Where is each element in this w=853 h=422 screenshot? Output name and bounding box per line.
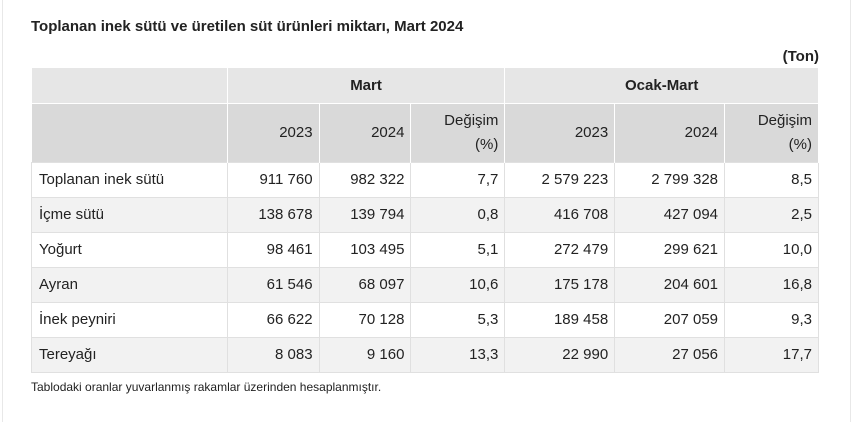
row-label: İçme sütü bbox=[31, 196, 228, 233]
table-row: Tereyağı 8 083 9 160 13,3 22 990 27 056 17,7 bbox=[31, 336, 819, 373]
table-cell: 10,0 bbox=[724, 231, 819, 268]
table-cell: 2,5 bbox=[724, 196, 819, 233]
table-cell: 189 458 bbox=[504, 301, 616, 338]
sub-header-cell: 2023 bbox=[227, 103, 320, 162]
table-cell: 8 083 bbox=[226, 336, 320, 373]
table-cell: 27 056 bbox=[614, 336, 726, 373]
table-cell: 7,7 bbox=[410, 161, 506, 198]
table-cell: 139 794 bbox=[318, 196, 412, 233]
table-cell: 98 461 bbox=[226, 231, 320, 268]
sub-header-cell: 2024 bbox=[319, 103, 412, 162]
table-cell: 61 546 bbox=[226, 266, 320, 303]
sub-header-row: 2023 2024 Değişim (%) 2023 2024 Değişim (%… bbox=[31, 103, 819, 162]
table-cell: 982 322 bbox=[318, 161, 412, 198]
table-cell: 204 601 bbox=[614, 266, 726, 303]
sub-header-cell: Değişim (%) bbox=[410, 103, 506, 162]
table-cell: 175 178 bbox=[504, 266, 616, 303]
table-cell: 5,3 bbox=[410, 301, 506, 338]
sub-header-cell: 2023 bbox=[504, 103, 616, 162]
group-header-row: Mart Ocak-Mart bbox=[31, 68, 819, 104]
table-cell: 0,8 bbox=[410, 196, 506, 233]
table-cell: 9 160 bbox=[318, 336, 412, 373]
table-row: İçme sütü 138 678 139 794 0,8 416 708 427 094… bbox=[31, 196, 819, 233]
row-label: İnek peyniri bbox=[31, 301, 228, 338]
data-table: Mart Ocak-Mart 2023 2024 Değişim (%) 2023… bbox=[31, 68, 819, 373]
table-title: Toplanan inek sütü ve üretilen süt ürünl… bbox=[31, 18, 464, 35]
table-cell: 16,8 bbox=[724, 266, 819, 303]
table-cell: 2 579 223 bbox=[504, 161, 616, 198]
table-cell: 66 622 bbox=[226, 301, 320, 338]
row-label: Ayran bbox=[31, 266, 228, 303]
table-cell: 5,1 bbox=[410, 231, 506, 268]
table-row: Ayran 61 546 68 097 10,6 175 178 204 601 16,8 bbox=[31, 266, 819, 303]
table-cell: 138 678 bbox=[226, 196, 320, 233]
row-label: Yoğurt bbox=[31, 231, 228, 268]
sub-header-cell: Değişim (%) bbox=[724, 103, 819, 162]
table-cell: 299 621 bbox=[614, 231, 726, 268]
table-cell: 911 760 bbox=[226, 161, 320, 198]
table-cell: 17,7 bbox=[724, 336, 819, 373]
sub-header-cell: 2024 bbox=[614, 103, 726, 162]
table-cell: 103 495 bbox=[318, 231, 412, 268]
table-cell: 68 097 bbox=[318, 266, 412, 303]
table-cell: 2 799 328 bbox=[614, 161, 726, 198]
row-label: Tereyağı bbox=[31, 336, 228, 373]
empty-header-cell bbox=[31, 103, 228, 162]
table-cell: 70 128 bbox=[318, 301, 412, 338]
footnote: Tablodaki oranlar yuvarlanmış rakamlar ü… bbox=[31, 380, 382, 394]
table-row: Yoğurt 98 461 103 495 5,1 272 479 299 621 10,0 bbox=[31, 231, 819, 268]
table-cell: 416 708 bbox=[504, 196, 616, 233]
group-header-mart: Mart bbox=[227, 68, 506, 104]
group-header-ocak-mart: Ocak-Mart bbox=[504, 68, 819, 104]
table-cell: 13,3 bbox=[410, 336, 506, 373]
table-row: İnek peyniri 66 622 70 128 5,3 189 458 207 05… bbox=[31, 301, 819, 338]
table-cell: 10,6 bbox=[410, 266, 506, 303]
table-row: Toplanan inek sütü 911 760 982 322 7,7 2 579… bbox=[31, 161, 819, 198]
empty-header-cell bbox=[31, 68, 228, 104]
table-cell: 8,5 bbox=[724, 161, 819, 198]
table-cell: 9,3 bbox=[724, 301, 819, 338]
table-cell: 22 990 bbox=[504, 336, 616, 373]
unit-label: (Ton) bbox=[782, 48, 819, 65]
table-cell: 272 479 bbox=[504, 231, 616, 268]
table-cell: 427 094 bbox=[614, 196, 726, 233]
row-label: Toplanan inek sütü bbox=[31, 161, 228, 198]
table-cell: 207 059 bbox=[614, 301, 726, 338]
